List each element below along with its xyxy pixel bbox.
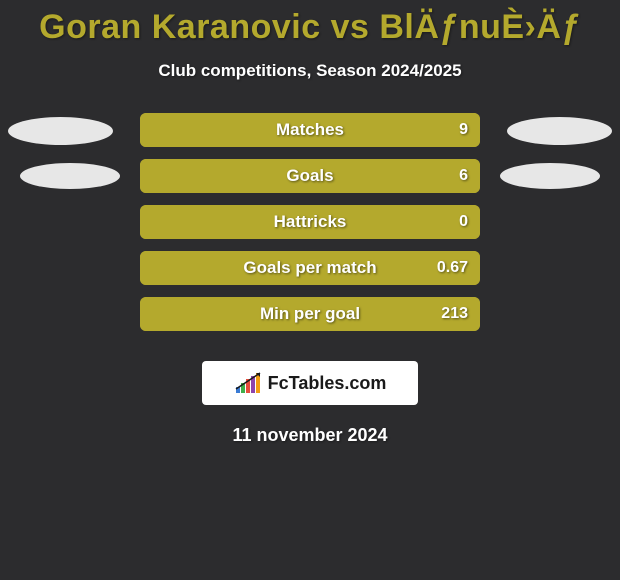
stat-bar: Hattricks0 bbox=[140, 205, 480, 239]
stat-row: Matches9 bbox=[0, 113, 620, 159]
stat-value: 0 bbox=[459, 213, 468, 231]
stat-value: 9 bbox=[459, 121, 468, 139]
logo-prefix: Fc bbox=[268, 373, 289, 394]
subtitle: Club competitions, Season 2024/2025 bbox=[0, 61, 620, 81]
stat-value: 6 bbox=[459, 167, 468, 185]
logo-box: FcTables.com bbox=[202, 361, 418, 405]
page-title: Goran Karanovic vs BlÄƒnuÈ›Äƒ bbox=[0, 0, 620, 47]
stat-bar: Goals6 bbox=[140, 159, 480, 193]
comparison-card: Goran Karanovic vs BlÄƒnuÈ›Äƒ Club compe… bbox=[0, 0, 620, 580]
player-right-marker bbox=[500, 163, 600, 189]
stat-row: Min per goal213 bbox=[0, 297, 620, 343]
stat-label: Matches bbox=[140, 120, 480, 140]
stat-bar: Matches9 bbox=[140, 113, 480, 147]
stat-label: Min per goal bbox=[140, 304, 480, 324]
player-right-marker bbox=[507, 117, 612, 145]
stat-bar: Goals per match0.67 bbox=[140, 251, 480, 285]
stat-value: 0.67 bbox=[437, 259, 468, 277]
stat-bar: Min per goal213 bbox=[140, 297, 480, 331]
stat-row: Goals per match0.67 bbox=[0, 251, 620, 297]
date-label: 11 november 2024 bbox=[0, 425, 620, 446]
logo-text: FcTables.com bbox=[268, 373, 387, 394]
stat-label: Hattricks bbox=[140, 212, 480, 232]
stat-label: Goals per match bbox=[140, 258, 480, 278]
stat-row: Goals6 bbox=[0, 159, 620, 205]
bar-chart-icon bbox=[234, 371, 262, 395]
player-left-marker bbox=[8, 117, 113, 145]
stats-chart: Matches9Goals6Hattricks0Goals per match0… bbox=[0, 113, 620, 343]
stat-value: 213 bbox=[441, 305, 468, 323]
logo-suffix: Tables.com bbox=[289, 373, 387, 394]
stat-row: Hattricks0 bbox=[0, 205, 620, 251]
player-left-marker bbox=[20, 163, 120, 189]
stat-label: Goals bbox=[140, 166, 480, 186]
